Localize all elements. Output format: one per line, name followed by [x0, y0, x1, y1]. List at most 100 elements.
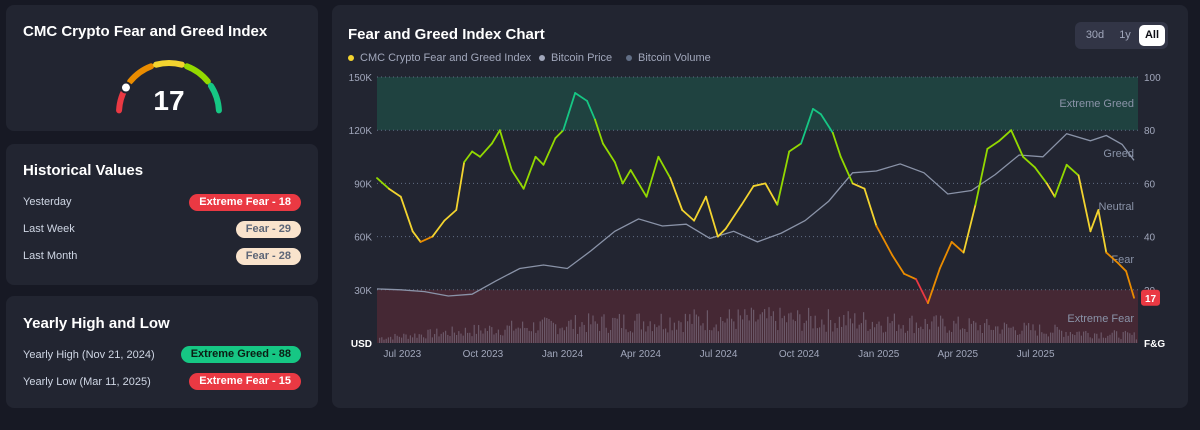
x-axis-tick-label: Jan 2025 [858, 349, 900, 360]
fear-greed-segment [376, 177, 390, 190]
volume-bar [792, 319, 794, 343]
volume-bar [665, 328, 667, 343]
volume-bar [1065, 331, 1067, 343]
range-button-30d[interactable]: 30d [1085, 29, 1105, 41]
zone-band-0 [377, 77, 1138, 131]
volume-bar [931, 321, 933, 343]
volume-bar [764, 309, 766, 343]
volume-bar [678, 320, 680, 343]
current-value-badge-bg [1141, 289, 1160, 306]
volume-bar [583, 324, 585, 343]
volume-bar [442, 332, 444, 343]
zone-label-4: Extreme Fear [1067, 313, 1134, 325]
volume-bar [1080, 335, 1082, 343]
volume-bar [700, 325, 702, 343]
volume-bar [720, 317, 722, 343]
fear-greed-segment [455, 161, 466, 211]
volume-bar [1061, 330, 1063, 343]
volume-bar [988, 325, 990, 343]
volume-bar [999, 333, 1001, 343]
volume-bar [409, 335, 411, 343]
volume-bar [638, 313, 640, 343]
volume-bar [913, 333, 915, 343]
volume-bar [1072, 334, 1074, 343]
volume-bar [425, 338, 427, 343]
volume-bar [953, 320, 955, 343]
volume-bar [1124, 330, 1126, 343]
bitcoin-price-line [376, 132, 1135, 297]
fear-greed-segment [693, 195, 707, 222]
volume-bar [612, 317, 614, 343]
volume-bar [469, 332, 471, 343]
volume-bar [394, 333, 396, 343]
volume-bar [1107, 335, 1109, 343]
fear-greed-segment [657, 155, 672, 179]
volume-bar [392, 339, 394, 343]
yearly-high-badge: Extreme Greed - 88 [180, 346, 301, 363]
volume-bar [627, 332, 629, 343]
left-axis-tick-label: 120K [349, 126, 373, 137]
volume-bar [691, 323, 693, 343]
volume-bar [398, 336, 400, 343]
volume-bar [607, 332, 609, 343]
volume-bar [803, 323, 805, 343]
legend-label: Bitcoin Price [551, 52, 613, 64]
volume-bar [979, 324, 981, 343]
volume-bar [812, 328, 814, 343]
x-axis-tick-label: Oct 2023 [463, 349, 504, 360]
volume-bar [766, 318, 768, 343]
volume-bar [757, 319, 759, 343]
volume-bar [845, 325, 847, 343]
volume-bar [616, 318, 618, 343]
volume-bar [1054, 324, 1056, 343]
yearly-low-label: Yearly Low (Mar 11, 2025) [23, 376, 151, 388]
volume-bar [473, 324, 475, 343]
fear-greed-segment [443, 209, 458, 222]
fear-greed-chart-card: Extreme Greed Greed Neutral Fear Extreme Fea… [332, 5, 1188, 408]
fear-greed-segment [1034, 166, 1048, 185]
volume-bar [814, 315, 816, 343]
volume-bar [493, 334, 495, 343]
gridlines [377, 76, 1138, 291]
volume-bar [557, 334, 559, 343]
volume-bar [896, 331, 898, 343]
volume-bar [924, 318, 926, 343]
fear-greed-segment [788, 142, 802, 153]
volume-bar [907, 330, 909, 343]
volume-bar [935, 315, 937, 343]
volume-bar [647, 326, 649, 343]
volume-bar [590, 324, 592, 343]
volume-bar [625, 329, 627, 343]
volume-bar [579, 326, 581, 343]
volume-bar [698, 316, 700, 343]
volume-bar [599, 330, 601, 343]
volume-bar [728, 309, 730, 343]
volume-bar [825, 331, 827, 343]
volume-bar [823, 324, 825, 343]
yearly-low-badge: Extreme Fear - 15 [189, 373, 301, 390]
volume-bar [915, 322, 917, 343]
fear-greed-segment [716, 227, 727, 238]
volume-bar [482, 333, 484, 343]
fear-greed-segment [1125, 270, 1135, 299]
volume-bar [1116, 331, 1118, 343]
volume-bar [1089, 337, 1091, 343]
volume-bar [460, 333, 462, 343]
volume-bar [574, 315, 576, 343]
volume-bar [1006, 324, 1008, 343]
volume-bar [808, 307, 810, 343]
volume-bar [438, 336, 440, 343]
volume-bar [524, 327, 526, 343]
fear-greed-segment [752, 182, 767, 187]
fear-greed-segment [629, 169, 648, 198]
range-button-all[interactable]: All [1139, 25, 1165, 46]
gauge-segment-2 [153, 60, 185, 68]
volume-bar [1034, 330, 1036, 343]
volume-bar [412, 337, 414, 343]
volume-bar [535, 332, 537, 343]
fear-greed-segment [875, 225, 894, 257]
fear-greed-segment [510, 169, 525, 190]
volume-bar [801, 330, 803, 343]
range-button-1y[interactable]: 1y [1119, 29, 1131, 41]
fear-greed-segment [812, 108, 822, 116]
